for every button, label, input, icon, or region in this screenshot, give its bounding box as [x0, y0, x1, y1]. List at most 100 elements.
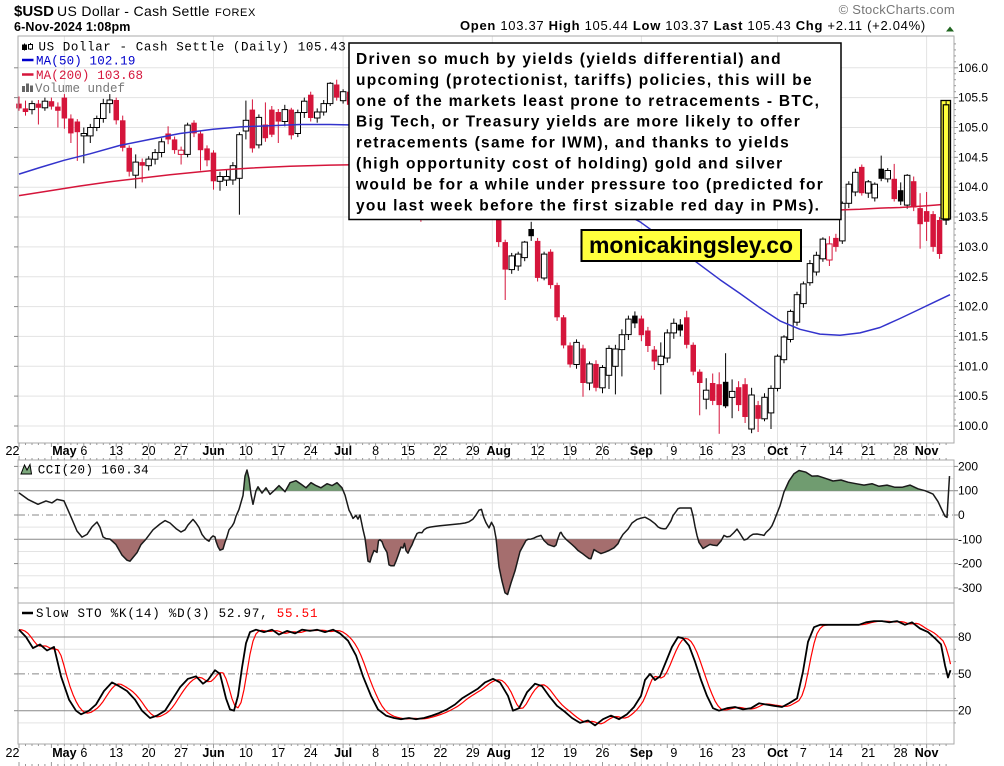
svg-text:(high opportunity cost of hold: (high opportunity cost of holding) gold … [356, 156, 784, 173]
svg-text:13: 13 [109, 746, 123, 760]
svg-text:22: 22 [6, 746, 20, 760]
svg-text:upcoming (protectionist, tarif: upcoming (protectionist, tariffs) polici… [356, 72, 813, 89]
svg-text:106.0: 106.0 [958, 61, 988, 75]
svg-text:May: May [52, 444, 76, 458]
svg-text:Jun: Jun [202, 444, 224, 458]
svg-text:Sep: Sep [630, 444, 653, 458]
svg-text:FOREX: FOREX [215, 7, 256, 19]
svg-text:US Dollar - Cash Settle: US Dollar - Cash Settle [57, 3, 210, 19]
svg-text:14: 14 [829, 746, 843, 760]
svg-text:100: 100 [958, 484, 978, 498]
svg-text:MA(200) 103.68: MA(200) 103.68 [36, 69, 143, 83]
svg-text:102.0: 102.0 [958, 300, 988, 314]
svg-text:21: 21 [861, 444, 875, 458]
svg-text:16: 16 [699, 444, 713, 458]
svg-text:9: 9 [670, 746, 677, 760]
svg-text:you last week before the first: you last week before the first sizable r… [356, 197, 820, 214]
svg-text:one of the markets least prone: one of the markets least prone to retrac… [356, 93, 820, 110]
svg-text:101.5: 101.5 [958, 329, 988, 343]
svg-text:26: 26 [596, 444, 610, 458]
svg-text:Open 103.37 High 105.44 Low: Open 103.37 High 105.44 Low 103.37 Last … [460, 18, 926, 33]
svg-text:Sep: Sep [630, 746, 653, 760]
svg-text:monicakingsley.co: monicakingsley.co [589, 232, 793, 258]
svg-text:12: 12 [531, 746, 545, 760]
svg-text:MA(50) 102.19: MA(50) 102.19 [36, 55, 135, 69]
svg-text:7: 7 [800, 746, 807, 760]
svg-text:17: 17 [271, 444, 285, 458]
svg-text:8: 8 [372, 746, 379, 760]
svg-text:50: 50 [958, 667, 972, 681]
svg-text:22: 22 [433, 746, 447, 760]
svg-text:200: 200 [958, 459, 978, 473]
svg-text:20: 20 [142, 444, 156, 458]
svg-text:CCI(20) 160.34: CCI(20) 160.34 [38, 464, 149, 478]
svg-text:10: 10 [239, 746, 253, 760]
svg-text:24: 24 [304, 444, 318, 458]
svg-text:80: 80 [958, 630, 972, 644]
svg-text:would be for a while under pre: would be for a while under pressure too … [355, 176, 824, 193]
svg-text:Nov: Nov [915, 444, 939, 458]
svg-text:20: 20 [142, 746, 156, 760]
svg-text:Oct: Oct [767, 444, 789, 458]
svg-text:16: 16 [699, 746, 713, 760]
svg-text:Jul: Jul [334, 746, 352, 760]
svg-text:Driven so much by yields (yiel: Driven so much by yields (yields differe… [356, 51, 782, 68]
svg-text:27: 27 [174, 444, 188, 458]
svg-text:103.5: 103.5 [958, 210, 988, 224]
svg-text:7: 7 [800, 444, 807, 458]
svg-text:-300: -300 [958, 581, 982, 595]
svg-text:104.5: 104.5 [958, 150, 988, 164]
svg-text:28: 28 [894, 444, 908, 458]
svg-text:21: 21 [861, 746, 875, 760]
svg-text:24: 24 [304, 746, 318, 760]
svg-text:101.0: 101.0 [958, 359, 988, 373]
svg-text:US Dollar - Cash Settle (Daily: US Dollar - Cash Settle (Daily) 105.43 [39, 41, 347, 55]
svg-text:Big Tech, or Treasury yields a: Big Tech, or Treasury yields are more li… [356, 114, 801, 131]
svg-text:27: 27 [174, 746, 188, 760]
svg-text:May: May [52, 746, 76, 760]
svg-text:0: 0 [958, 508, 965, 522]
svg-text:9: 9 [670, 444, 677, 458]
svg-text:$USD: $USD [14, 3, 54, 20]
svg-text:Jul: Jul [334, 444, 352, 458]
svg-text:23: 23 [732, 746, 746, 760]
svg-text:22: 22 [6, 444, 20, 458]
svg-text:6: 6 [80, 444, 87, 458]
svg-text:100.0: 100.0 [958, 419, 988, 433]
svg-text:105.0: 105.0 [958, 121, 988, 135]
svg-text:23: 23 [732, 444, 746, 458]
svg-text:Jun: Jun [202, 746, 224, 760]
svg-text:Aug: Aug [487, 746, 511, 760]
svg-text:Volume undef: Volume undef [35, 82, 125, 96]
svg-text:© StockCharts.com: © StockCharts.com [839, 2, 955, 17]
svg-text:15: 15 [401, 444, 415, 458]
svg-text:29: 29 [466, 444, 480, 458]
svg-text:Nov: Nov [915, 746, 939, 760]
svg-text:104.0: 104.0 [958, 180, 988, 194]
svg-text:retracements (same for IWM), a: retracements (same for IWM), and thanks … [356, 135, 790, 152]
svg-text:28: 28 [894, 746, 908, 760]
svg-text:103.0: 103.0 [958, 240, 988, 254]
svg-text:12: 12 [531, 444, 545, 458]
svg-text:19: 19 [563, 444, 577, 458]
svg-text:17: 17 [271, 746, 285, 760]
svg-text:15: 15 [401, 746, 415, 760]
svg-text:-200: -200 [958, 557, 982, 571]
svg-text:22: 22 [433, 444, 447, 458]
svg-text:8: 8 [372, 444, 379, 458]
svg-text:6-Nov-2024 1:08pm: 6-Nov-2024 1:08pm [14, 20, 131, 34]
svg-text:20: 20 [958, 704, 972, 718]
svg-text:29: 29 [466, 746, 480, 760]
svg-text:102.5: 102.5 [958, 270, 988, 284]
svg-text:Aug: Aug [487, 444, 511, 458]
svg-text:105.5: 105.5 [958, 91, 988, 105]
svg-text:100.5: 100.5 [958, 389, 988, 403]
svg-text:10: 10 [239, 444, 253, 458]
svg-text:6: 6 [80, 746, 87, 760]
svg-text:Oct: Oct [767, 746, 789, 760]
svg-text:19: 19 [563, 746, 577, 760]
svg-text:14: 14 [829, 444, 843, 458]
svg-text:26: 26 [596, 746, 610, 760]
svg-text:Slow STO %K(14) %D(3) 52.97, 5: Slow STO %K(14) %D(3) 52.97, 55.51 [36, 607, 318, 621]
svg-text:13: 13 [109, 444, 123, 458]
